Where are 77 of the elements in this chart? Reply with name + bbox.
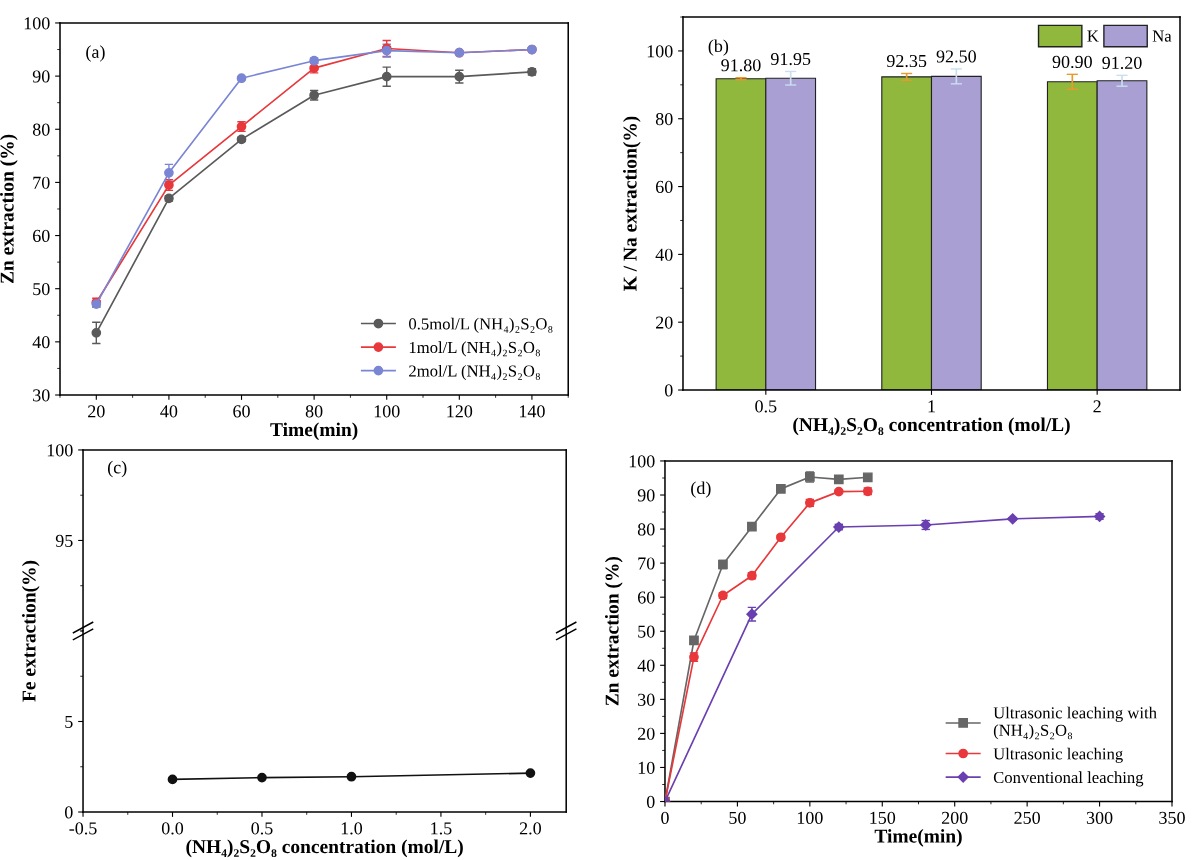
y-tick-label: 100 — [647, 45, 673, 58]
x-tick-label: 0.5 — [755, 400, 777, 413]
legend-label: 2mol/L (NH₄)₂S₂O₈ — [409, 364, 540, 380]
annotation: (b) — [708, 39, 729, 56]
y-tick-label: 30 — [638, 693, 655, 706]
y-tick-label: 50 — [638, 625, 655, 638]
x-tick-label: 2 — [1093, 400, 1101, 413]
x-tick-label: 200 — [941, 811, 968, 824]
y-tick-label: 10 — [638, 761, 655, 774]
data-label: 92.35 — [886, 54, 927, 68]
y-tick-label: 70 — [33, 176, 50, 189]
annotation: (a) — [86, 45, 105, 62]
data-label: 91.80 — [721, 59, 761, 72]
x-axis-title: Time(min) — [270, 422, 358, 441]
legend-label: Ultrasonic leaching — [993, 747, 1123, 763]
y-tick-label: 90 — [32, 70, 50, 83]
y-tick-label: 20 — [637, 727, 655, 740]
x-tick-label: 1.5 — [431, 822, 452, 835]
x-tick-label: 40 — [160, 405, 178, 418]
x-tick-label: 100 — [374, 405, 400, 418]
x-tick-label: 350 — [1159, 811, 1185, 824]
y-tick-label: 5 — [65, 715, 73, 728]
y-tick-label: 100 — [629, 455, 655, 468]
y-tick-label: 0 — [664, 384, 673, 397]
x-tick-label: 120 — [447, 405, 473, 418]
x-tick-label: 80 — [305, 405, 323, 418]
annotation: (c) — [107, 460, 127, 478]
y-tick-label: 40 — [655, 248, 673, 261]
x-tick-label: 250 — [1014, 811, 1040, 824]
x-tick-label: 1 — [928, 400, 935, 413]
x-tick-label: 1.0 — [341, 822, 363, 835]
y-tick-label: 80 — [637, 523, 655, 536]
data-label: 91.20 — [1102, 56, 1142, 70]
x-tick-label: 50 — [729, 811, 746, 824]
y-tick-label: 40 — [637, 659, 655, 672]
data-label: 91.95 — [770, 52, 811, 66]
y-tick-label: 60 — [637, 591, 655, 604]
x-tick-label: -0.5 — [69, 822, 97, 835]
y-tick-label: 60 — [33, 229, 50, 242]
x-tick-label: 20 — [88, 405, 105, 418]
y-tick-label: 80 — [655, 113, 673, 126]
annotation: (d) — [691, 481, 711, 498]
data-label: 90.90 — [1052, 55, 1092, 69]
legend-label: Ultrasonic leaching with (NH₄)₂S₂O₈ — [993, 706, 1157, 740]
data-label: 92.50 — [936, 50, 976, 63]
y-tick-label: 100 — [47, 444, 73, 457]
y-tick-label: 30 — [33, 389, 50, 402]
y-tick-label: 50 — [33, 282, 50, 296]
x-tick-label: 140 — [519, 405, 545, 418]
y-tick-label: 60 — [655, 180, 673, 194]
x-tick-label: 300 — [1086, 811, 1113, 824]
x-tick-label: 2.0 — [519, 822, 541, 835]
y-tick-label: 95 — [55, 534, 73, 547]
y-axis-title: Fe extraction(%) — [21, 560, 40, 702]
y-axis-title: Zn extraction (%) — [0, 134, 18, 284]
legend-label: K — [1087, 30, 1099, 42]
x-tick-label: 100 — [797, 811, 823, 824]
y-tick-label: 70 — [638, 557, 655, 570]
x-tick-label: 60 — [233, 405, 250, 418]
legend-label: 0.5mol/L (NH₄)₂S₂O₈ — [409, 317, 553, 333]
y-axis-title: K / Na extraction(%) — [623, 116, 641, 291]
x-axis-title: (NH₄)₂S₂O₈ concentration (mol/L) — [793, 417, 1070, 436]
legend-label: Na — [1152, 30, 1172, 42]
y-tick-label: 90 — [637, 489, 655, 502]
y-tick-label: 80 — [32, 123, 50, 136]
y-tick-label: 100 — [24, 17, 50, 30]
legend-label: Conventional leaching — [993, 771, 1144, 787]
x-tick-label: 150 — [870, 811, 896, 824]
x-tick-label: 0.5 — [251, 822, 273, 835]
y-tick-label: 20 — [656, 316, 673, 329]
y-axis-title: Zn extraction (%) — [604, 557, 623, 706]
x-axis-title: (NH₄)₂S₂O₈ concentration (mol/L) — [186, 839, 463, 858]
legend-label: 1mol/L (NH₄)₂S₂O₈ — [409, 341, 540, 357]
y-tick-label: 40 — [32, 336, 50, 349]
x-tick-label: 0.0 — [161, 822, 184, 835]
y-tick-label: 0 — [646, 795, 655, 808]
x-axis-title: Time(min) — [874, 829, 962, 847]
